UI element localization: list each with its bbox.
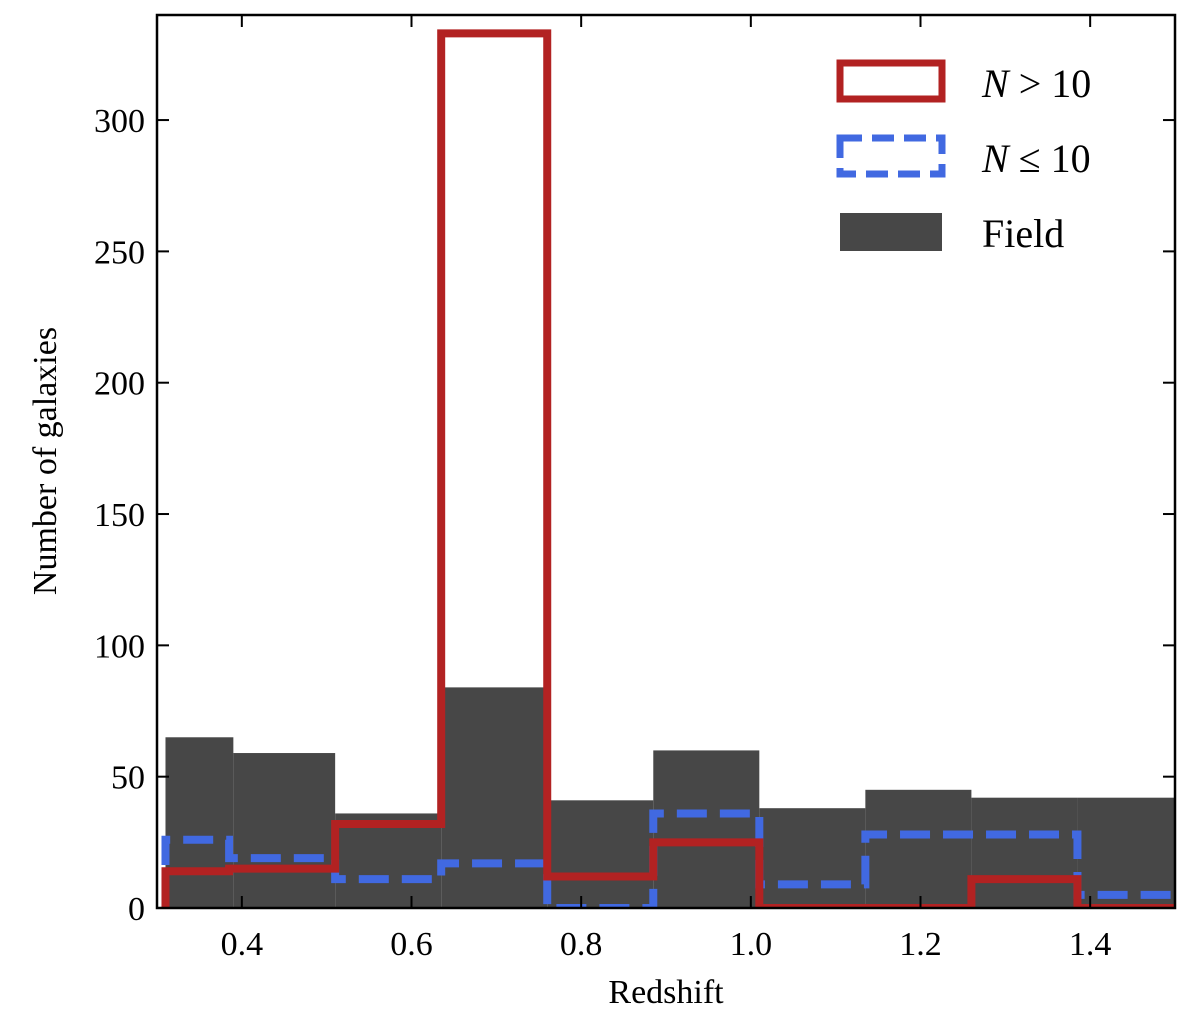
x-tick-label: 0.6 bbox=[390, 926, 433, 963]
legend: N > 10 N ≤ 10 Field bbox=[836, 59, 1091, 256]
x-tick-label: 1.4 bbox=[1069, 926, 1112, 963]
y-tick-label: 50 bbox=[111, 760, 145, 797]
x-tick-label: 1.0 bbox=[730, 926, 773, 963]
legend-label: Field bbox=[982, 211, 1064, 256]
field-bar bbox=[547, 800, 654, 908]
y-axis-label: Number of galaxies bbox=[27, 327, 64, 595]
y-tick-label: 200 bbox=[94, 366, 145, 403]
legend-label: N > 10 bbox=[981, 61, 1091, 106]
y-tick-label: 100 bbox=[94, 628, 145, 665]
y-tick-label: 0 bbox=[128, 891, 145, 928]
field-bar bbox=[653, 750, 760, 908]
x-tick-label: 0.8 bbox=[560, 926, 603, 963]
step-series bbox=[161, 29, 1175, 908]
legend-label: N ≤ 10 bbox=[981, 136, 1091, 181]
field-bar bbox=[759, 808, 866, 908]
plot-frame bbox=[155, 13, 1177, 910]
x-axis-label: Redshift bbox=[608, 974, 724, 1011]
field-bar bbox=[865, 789, 972, 908]
field-bar bbox=[971, 797, 1078, 908]
x-tick-label: 0.4 bbox=[221, 926, 264, 963]
y-tick-label: 250 bbox=[94, 234, 145, 271]
legend-item-field: Field bbox=[840, 211, 1064, 256]
n-le-10-step-line bbox=[161, 809, 1175, 908]
legend-item-n-gt-10: N > 10 bbox=[836, 59, 1091, 106]
y-tick-label: 150 bbox=[94, 497, 145, 534]
axis-ticks: 0.4 0.6 0.8 1.0 1.2 1.4 0 50 100 150 200 250 300 bbox=[94, 15, 1175, 963]
field-bar bbox=[165, 737, 234, 908]
legend-swatch bbox=[836, 59, 946, 103]
n-gt-10-step-line bbox=[161, 29, 1175, 908]
field-bar bbox=[441, 687, 548, 908]
field-bar bbox=[335, 813, 442, 908]
legend-swatch bbox=[836, 134, 946, 178]
y-tick-label: 300 bbox=[94, 103, 145, 140]
x-tick-label: 1.2 bbox=[899, 926, 942, 963]
field-bars bbox=[165, 687, 1175, 908]
legend-swatch bbox=[840, 213, 942, 251]
field-bar bbox=[233, 753, 336, 908]
legend-item-n-le-10: N ≤ 10 bbox=[836, 134, 1091, 181]
field-bar bbox=[1077, 797, 1175, 908]
